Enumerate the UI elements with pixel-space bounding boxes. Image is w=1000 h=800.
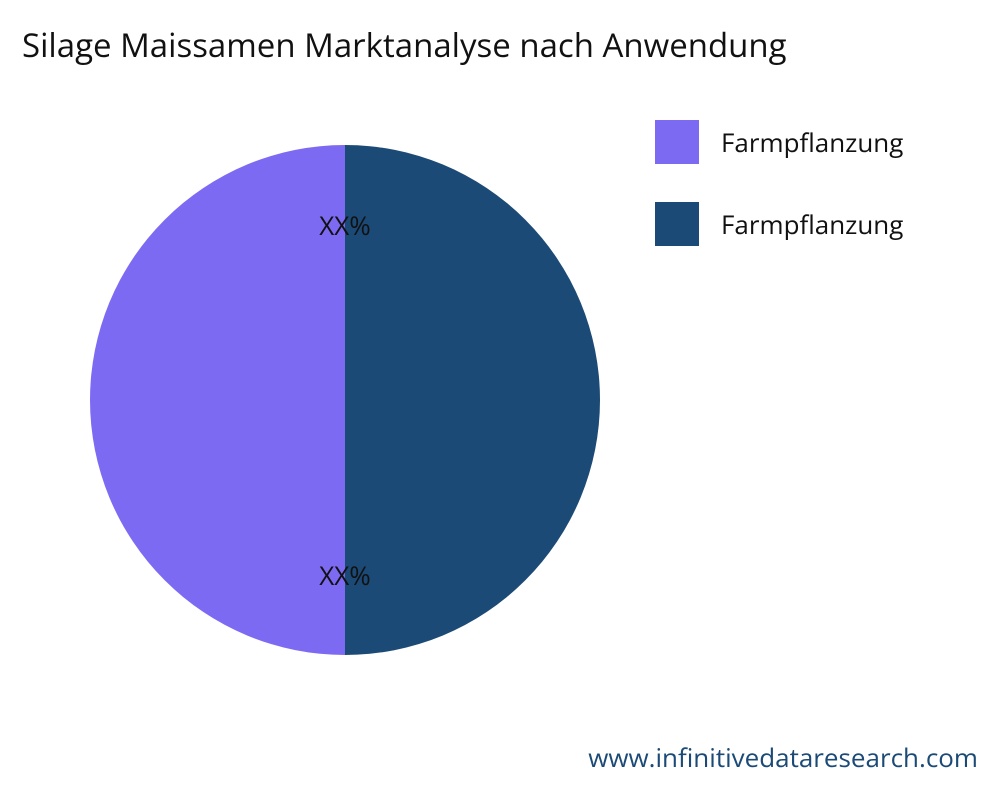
legend: Farmpflanzung Farmpflanzung bbox=[655, 120, 903, 284]
legend-label-0: Farmpflanzung bbox=[721, 124, 903, 160]
legend-swatch-0 bbox=[655, 120, 699, 164]
slice-label-top: XX% bbox=[319, 207, 371, 243]
legend-swatch-1 bbox=[655, 202, 699, 246]
chart-title: Silage Maissamen Marktanalyse nach Anwen… bbox=[22, 22, 787, 67]
legend-item-1: Farmpflanzung bbox=[655, 202, 903, 246]
legend-item-0: Farmpflanzung bbox=[655, 120, 903, 164]
slice-label-bottom: XX% bbox=[319, 557, 371, 593]
footer-link[interactable]: www.infinitivedataresearch.com bbox=[588, 739, 978, 775]
legend-label-1: Farmpflanzung bbox=[721, 206, 903, 242]
